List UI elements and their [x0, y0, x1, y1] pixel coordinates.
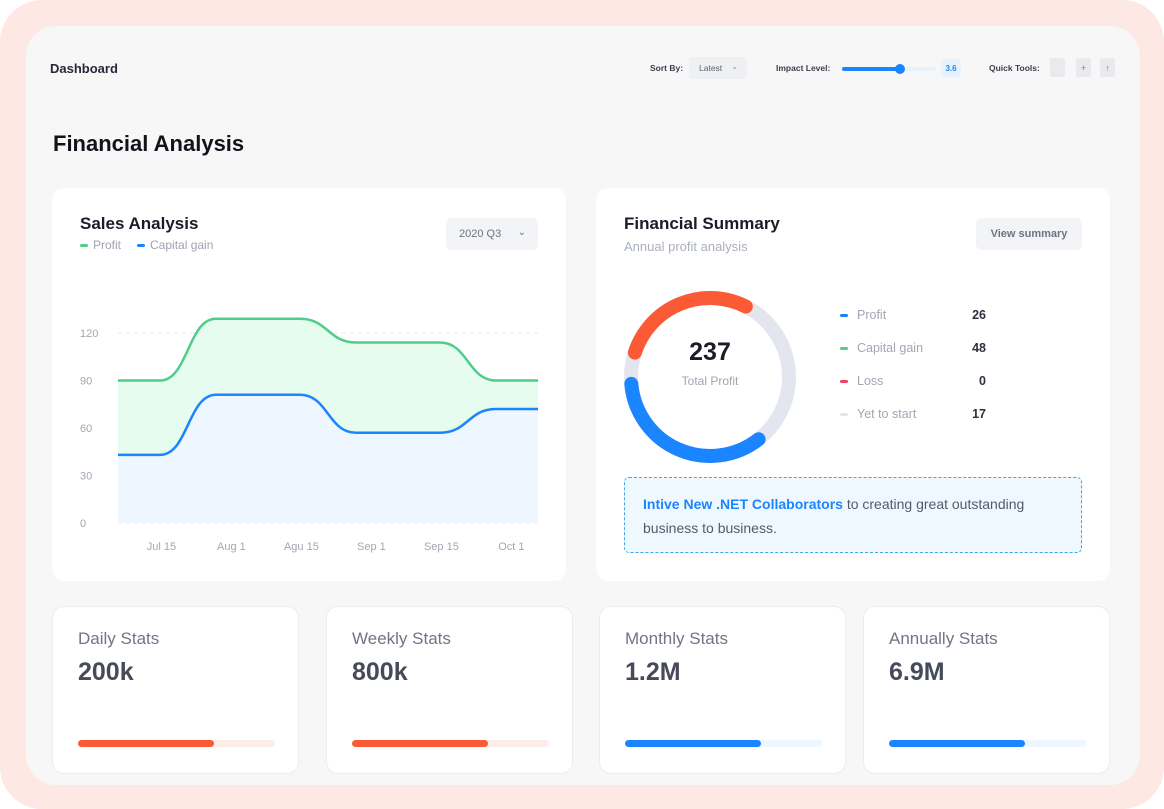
upload-document-icon[interactable]: ↑: [1100, 58, 1115, 77]
stat-label: Monthly Stats: [625, 629, 728, 648]
add-document-icon[interactable]: +: [1076, 58, 1091, 77]
x-tick-label: Aug 1: [217, 541, 246, 553]
legend-swatch-profit: [80, 243, 88, 247]
summary-row-profit: Profit 26: [840, 305, 986, 325]
summary-dot-profit: [840, 313, 848, 317]
impact-level-handle[interactable]: [895, 64, 906, 74]
summary-value: 0: [979, 374, 986, 388]
stat-value: 1.2M: [625, 658, 681, 686]
donut-segment-blue: [624, 376, 766, 463]
stat-progress-bar: [625, 740, 822, 747]
legend-label-profit: Profit: [93, 238, 122, 252]
total-profit-value: 237: [689, 338, 731, 366]
stat-label: Annually Stats: [889, 629, 998, 648]
impact-level-value: 3.6: [941, 59, 961, 77]
legend-item-capital-gain: Capital gain: [137, 238, 213, 252]
dashboard-title: Dashboard: [50, 61, 118, 76]
stat-label: Weekly Stats: [352, 629, 451, 648]
stat-value: 200k: [78, 658, 134, 686]
summary-label: Profit: [857, 308, 887, 322]
summary-value: 48: [972, 341, 986, 355]
period-select[interactable]: 2020 Q3 ⌄: [446, 218, 538, 250]
financial-summary-card: Financial Summary Annual profit analysis…: [596, 188, 1110, 581]
summary-label: Loss: [857, 374, 884, 388]
summary-row-yet-to-start: Yet to start 17: [840, 404, 986, 424]
monthly-stats-card: Monthly Stats 1.2M: [599, 606, 846, 774]
y-tick-label: 30: [80, 471, 92, 483]
sales-analysis-title: Sales Analysis: [80, 214, 199, 233]
period-value: 2020 Q3: [459, 228, 502, 240]
impact-level-slider[interactable]: [842, 64, 936, 74]
sort-by-value: Latest: [699, 63, 723, 73]
stat-progress-fill: [889, 740, 1025, 747]
summary-dot-capital-gain: [840, 346, 848, 350]
sales-area-chart: 0 30 60 90 120 Jul 15 Aug 1 Agu 15 Sep 1 Sep 15 Oc…: [80, 317, 538, 553]
dashboard-canvas: Dashboard Sort By: Latest ⌄ Impact Level…: [26, 26, 1140, 785]
stat-label: Daily Stats: [78, 629, 160, 648]
summary-value: 17: [972, 407, 986, 421]
stat-value: 6.9M: [889, 658, 945, 686]
stat-progress-fill: [78, 740, 214, 747]
sales-legend: Profit Capital gain: [80, 238, 213, 252]
page-title: Financial Analysis: [53, 131, 245, 156]
y-tick-label: 90: [80, 376, 92, 388]
y-tick-label: 60: [80, 423, 92, 435]
stat-progress-fill: [352, 740, 488, 747]
summary-row-capital-gain: Capital gain 48: [840, 338, 986, 358]
x-tick-label: Sep 1: [357, 541, 386, 553]
series-line-profit: [118, 317, 538, 382]
weekly-stats-card: Weekly Stats 800k: [326, 606, 573, 774]
summary-label: Yet to start: [857, 407, 917, 421]
financial-summary-title: Financial Summary: [624, 214, 780, 233]
collaborators-notice: Intive New .NET Collaborators to creatin…: [624, 477, 1082, 553]
chevron-down-icon: ⌄: [731, 62, 738, 71]
profit-donut-chart: [624, 291, 796, 463]
quick-tools-label: Quick Tools:: [989, 63, 1040, 73]
series-line-capital-gain: [117, 393, 538, 457]
sort-by-select[interactable]: Latest ⌄: [689, 57, 747, 79]
notice-link[interactable]: Intive New .NET Collaborators: [643, 496, 843, 512]
donut-segment-orange: [627, 291, 753, 360]
summary-dot-yet-to-start: [840, 412, 848, 416]
stat-progress-bar: [78, 740, 275, 747]
sort-by-label: Sort By:: [650, 63, 684, 73]
x-tick-label: Agu 15: [284, 541, 319, 553]
legend-swatch-capital-gain: [137, 243, 146, 247]
legend-label-capital-gain: Capital gain: [150, 238, 214, 252]
view-summary-button[interactable]: View summary: [976, 218, 1082, 250]
y-tick-label: 0: [80, 518, 86, 530]
impact-level-fill: [842, 67, 901, 71]
summary-label: Capital gain: [857, 341, 924, 355]
annually-stats-card: Annually Stats 6.9M: [863, 606, 1110, 774]
y-tick-label: 120: [80, 328, 98, 340]
stat-progress-fill: [625, 740, 761, 747]
document-icon[interactable]: [1050, 58, 1065, 77]
summary-row-loss: Loss 0: [840, 371, 986, 391]
summary-value: 26: [972, 308, 986, 322]
chevron-down-icon: ⌄: [517, 227, 526, 238]
daily-stats-card: Daily Stats 200k: [52, 606, 299, 774]
summary-dot-loss: [840, 379, 848, 383]
impact-level-label: Impact Level:: [776, 63, 831, 73]
x-tick-label: Sep 15: [424, 541, 459, 553]
stat-progress-bar: [889, 740, 1086, 747]
total-profit-label: Total Profit: [681, 374, 739, 388]
x-tick-label: Oct 1: [498, 541, 524, 553]
sales-analysis-card: Sales Analysis Profit Capital gain 2020 …: [52, 188, 566, 581]
financial-summary-subtitle: Annual profit analysis: [624, 239, 748, 254]
x-tick-label: Jul 15: [147, 541, 176, 553]
legend-item-profit: Profit: [80, 238, 121, 252]
series-area-capital-gain: [118, 394, 538, 523]
notice-text: to creating great outstanding business t…: [643, 496, 1025, 536]
stat-value: 800k: [352, 658, 408, 686]
stat-progress-bar: [352, 740, 549, 747]
